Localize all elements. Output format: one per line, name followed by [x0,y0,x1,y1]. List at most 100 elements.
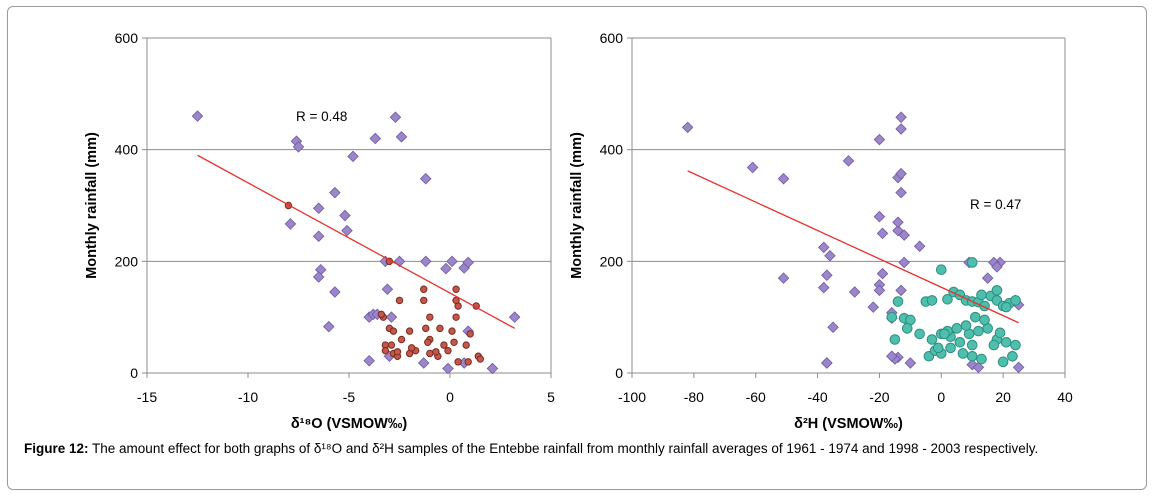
data-point-circle [426,349,434,358]
data-point-circle [440,341,448,349]
data-point-circle [994,327,1006,339]
data-point-circle [976,289,987,301]
data-point-diamond [312,202,325,215]
data-point-circle [450,338,458,346]
data-point-diamond [329,186,341,199]
data-point-diamond [1012,361,1025,374]
data-point-circle [377,310,386,319]
y-axis-label: Monthly rainfall (mm) [569,132,585,279]
data-point-diamond [873,133,886,146]
data-point-diamond [817,241,830,254]
data-point-diamond [817,281,830,294]
x-axis-label: δ²H (VSMOW‰) [794,416,903,432]
data-point-diamond [389,111,402,124]
y-tick-label: 400 [115,142,139,158]
figure-frame [7,6,1147,490]
data-point-diamond [746,161,759,174]
data-point-circle [889,334,901,345]
x-tick-label: -40 [807,389,827,405]
data-point-circle [973,325,984,337]
x-tick-label: 40 [1057,389,1073,405]
data-point-diamond [895,123,907,135]
data-point-circle [381,346,390,355]
data-point-circle [452,296,460,305]
chart-delta-18o: 0 200 400 600 -15 -10 -5 0 5 δ¹⁸O (VSMOW‰) Monthly… [84,30,555,432]
y-tick-label: 600 [115,30,139,46]
data-point-circle [420,285,428,293]
data-point-diamond [363,354,375,367]
data-point-circle [945,342,956,354]
data-point-circle [424,338,432,346]
data-point-circle [466,330,474,338]
data-point-diamond [486,362,499,375]
data-point-circle [951,323,963,334]
data-point-diamond [462,256,474,269]
data-point-diamond [292,141,305,153]
caption-label: Figure 12: [24,441,89,456]
data-point-diamond [417,357,430,369]
data-point-circle [926,334,938,345]
data-point-circle [407,344,416,352]
data-point-circle [1000,301,1012,313]
data-point-circle [393,348,402,356]
data-point-diamond [777,172,790,185]
data-point-diamond [898,256,910,269]
x-tick-label: -5 [343,389,356,405]
data-point-diamond [827,321,839,333]
y-tick-label: 200 [115,253,139,269]
data-point-diamond [991,261,1003,273]
x-tick-label: 0 [446,389,454,405]
data-point-circle [387,341,396,349]
data-point-circle [405,327,414,335]
data-point-diamond [385,311,398,323]
trendline [687,170,1019,324]
data-point-diamond [981,272,994,284]
data-point-diamond [508,311,521,323]
correlation-annotation: R = 0.47 [970,197,1021,212]
x-tick-label: -100 [618,389,646,405]
data-point-circle [422,324,430,333]
data-point-diamond [873,284,886,297]
data-point-diamond [284,218,297,230]
data-point-diamond [442,362,454,375]
data-point-diamond [913,240,926,253]
data-point-circle [960,320,972,331]
data-point-diamond [341,224,353,237]
chart-delta-2h: 0 200 400 600 -100 -80 -60 -40 -20 0 20 40 δ²H (VSMO… [569,30,1073,432]
data-point-circle [957,348,969,359]
data-point-circle [452,285,460,293]
y-tick-label: 600 [600,30,624,46]
data-point-diamond [842,155,855,167]
data-point-circle [939,328,950,340]
x-tick-label: -15 [137,389,157,405]
x-tick-label: -10 [238,389,258,405]
data-point-diamond [876,227,889,240]
data-point-circle [476,355,484,363]
trendline [197,154,515,329]
y-axis-label: Monthly rainfall (mm) [84,132,100,279]
data-point-circle [436,324,444,333]
data-point-circle [432,348,440,356]
data-point-diamond [312,271,325,283]
data-point-circle [966,257,978,268]
data-point-diamond [347,150,359,163]
data-point-diamond [966,358,978,371]
data-point-circle [1010,295,1021,306]
data-point-circle [397,335,406,344]
data-point-diamond [886,350,898,363]
data-point-diamond [824,249,836,262]
data-point-circle [942,294,953,305]
data-point-diamond [329,286,341,298]
x-tick-label: 5 [547,389,555,405]
data-point-circle [1010,339,1021,351]
data-point-diamond [446,255,458,268]
data-point-circle [926,295,938,306]
x-tick-label: -80 [684,389,704,405]
x-tick-label: -60 [746,389,766,405]
data-point-diamond [821,357,833,369]
data-point-circle [1000,336,1012,348]
figure-caption: Figure 12: The amount effect for both gr… [24,440,1136,457]
x-axis-label: δ¹⁸O (VSMOW‰) [291,416,407,432]
data-point-diamond [898,229,910,241]
